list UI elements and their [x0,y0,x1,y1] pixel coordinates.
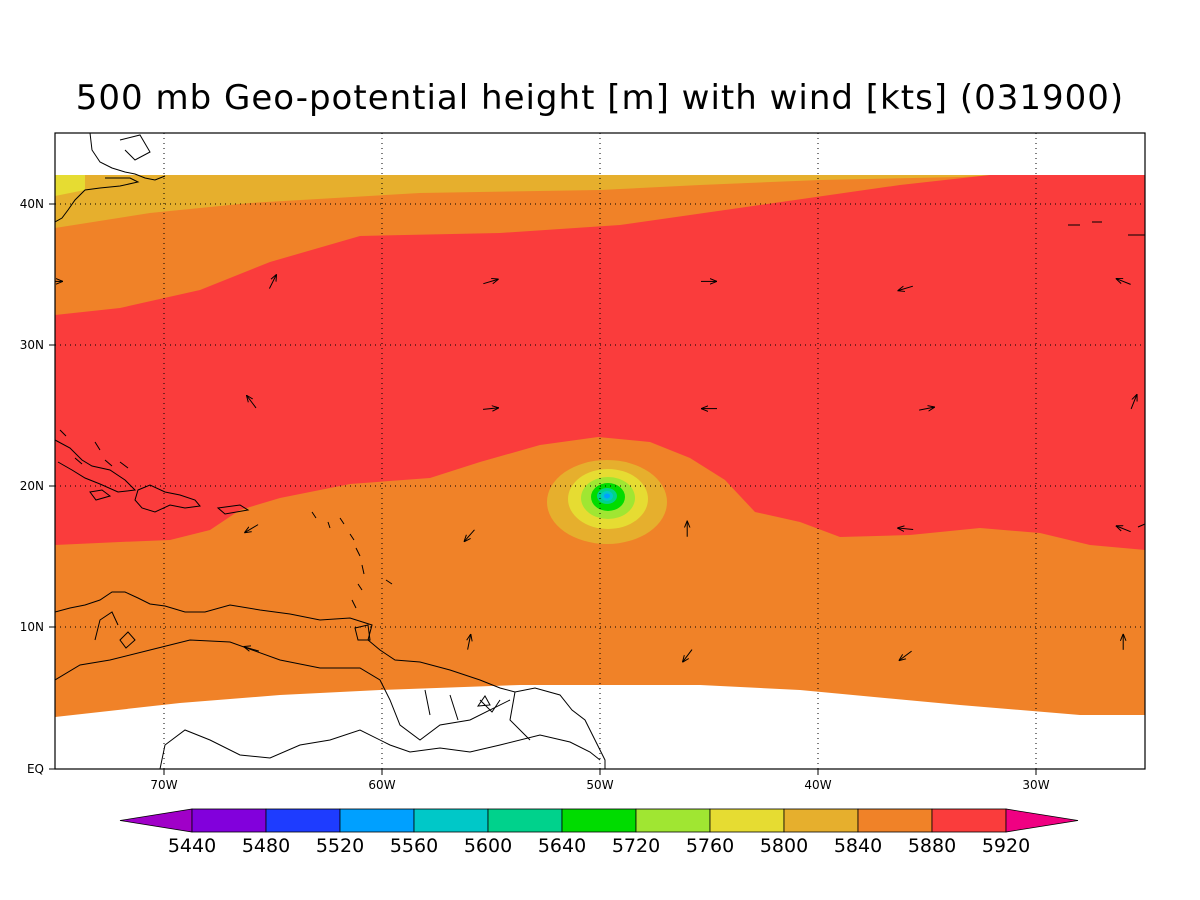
colorbar-swatch [339,808,415,833]
band-5800-5840 [55,175,1000,228]
coast-nova-scotia [119,134,151,161]
wind-arrow [1116,526,1131,533]
coast-hispaniola [134,484,201,513]
colorbar-swatch [265,808,341,833]
colorbar-label: 5760 [686,835,734,857]
wind-arrow [898,286,914,291]
wind-arrow [1116,278,1131,285]
wind-arrow [482,408,499,410]
colorbar-label: 5640 [538,835,586,857]
ring-5520-5560 [604,493,610,499]
lat-label-20n: 20N [20,479,44,493]
colorbar-swatch [709,808,785,833]
chart-title: 500 mb Geo-potential height [m] with win… [75,78,1125,118]
wind-arrow [464,529,475,542]
colorbar-label: 5880 [908,835,956,857]
tick-marks [49,203,1037,775]
colorbar-swatch [857,808,933,833]
colorbar-low-arrow [119,808,193,833]
wind-arrow [899,650,912,661]
lon-label-30w: 30W [1022,778,1049,792]
lon-label-50w: 50W [586,778,613,792]
colorbar-label: 5920 [982,835,1030,857]
colorbar: 5440 5480 5520 5560 5600 5640 5720 5760 5800 5840… [119,808,1079,857]
coast-south-america-inland [55,639,601,769]
colorbar-swatch [413,808,489,833]
coast-trinidad [354,624,371,641]
wind-vectors [55,274,1137,663]
colorbar-label: 5840 [834,835,882,857]
wind-arrow [244,647,260,652]
coast-azores [1068,221,1145,236]
colorbar-swatch [931,808,1007,833]
wind-arrow [682,649,693,663]
colorbar-label: 5560 [390,835,438,857]
wind-arrow [919,407,935,410]
colorbar-swatch [561,808,637,833]
coast-cape-verde [1137,523,1145,528]
wind-arrow [897,528,914,530]
colorbar-label: 5800 [760,835,808,857]
lat-label-10n: 10N [20,620,44,634]
lon-label-40w: 40W [804,778,831,792]
band-5760-5800 [55,175,85,196]
wind-arrow [468,634,471,650]
coast-cuba [55,439,137,493]
colorbar-label: 5440 [168,835,216,857]
contour-fill [55,133,1145,769]
wind-arrow [1130,394,1137,410]
lon-label-70w: 70W [150,778,177,792]
colorbar-label: 5600 [464,835,512,857]
coast-south-america [55,591,606,769]
colorbar-swatch [635,808,711,833]
lat-label-eq: EQ [27,762,44,776]
colorbar-label: 5520 [316,835,364,857]
coast-north-america [55,133,166,223]
colorbar-label: 5480 [242,835,290,857]
band-5880-5920 [55,175,1145,550]
coast-bahamas [59,429,129,469]
lat-label-30n: 30N [20,338,44,352]
colorbar-label: 5720 [612,835,660,857]
graticule [55,133,1145,769]
colorbar-swatch [191,808,267,833]
wind-arrow [483,279,498,284]
colorbar-swatch [487,808,563,833]
wind-arrow [268,274,276,289]
lat-label-40n: 40N [20,197,44,211]
colorbar-high-arrow [1005,808,1079,833]
wind-arrow [244,524,259,533]
lon-label-60w: 60W [368,778,395,792]
colorbar-swatch [783,808,859,833]
wind-arrow [246,395,257,409]
coastlines [55,133,1145,769]
coast-lesser-antilles [311,511,393,609]
coast-guiana-borders [424,689,531,741]
coast-puerto-rico [216,504,250,515]
coast-jamaica [89,489,112,501]
